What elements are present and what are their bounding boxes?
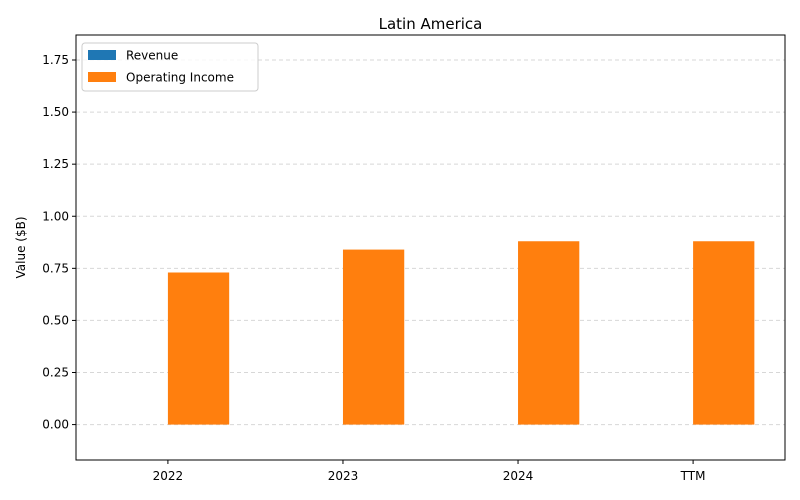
gridlines — [76, 59, 785, 426]
y-axis-ticks: 0.00 0.25 0.50 0.75 1.00 1.25 1.50 1.75 — [42, 53, 76, 432]
legend-label-operating-income: Operating Income — [126, 71, 234, 85]
y-tick-label: 0.25 — [42, 366, 69, 380]
y-tick-label: 0.50 — [42, 313, 69, 327]
legend-label-revenue: Revenue — [126, 49, 178, 63]
legend-swatch-operating-income — [88, 72, 116, 82]
x-tick-label: TTM — [680, 469, 706, 483]
bar-operating-income-2022 — [167, 272, 230, 425]
legend: Revenue Operating Income — [81, 42, 259, 92]
bar-operating-income-2023 — [342, 249, 405, 425]
y-tick-label: 0.00 — [42, 418, 69, 432]
x-axis-ticks: 2022 2023 2024 TTM — [153, 460, 706, 483]
x-tick-label: 2023 — [328, 469, 359, 483]
x-tick-label: 2022 — [153, 469, 184, 483]
plot-frame — [75, 34, 786, 461]
bar-operating-income-2024 — [518, 241, 580, 425]
y-tick-label: 1.00 — [42, 209, 69, 223]
y-tick-label: 1.50 — [42, 105, 69, 119]
bar-operating-income-ttm — [693, 241, 755, 425]
x-tick-label: 2024 — [503, 469, 534, 483]
chart-title: Latin America — [379, 15, 483, 33]
y-tick-label: 0.75 — [42, 261, 69, 275]
y-axis-label: Value ($B) — [14, 217, 28, 279]
y-tick-label: 1.75 — [42, 53, 69, 67]
legend-box — [81, 42, 259, 92]
bars — [167, 241, 755, 425]
legend-swatch-revenue — [88, 50, 116, 60]
y-tick-label: 1.25 — [42, 157, 69, 171]
